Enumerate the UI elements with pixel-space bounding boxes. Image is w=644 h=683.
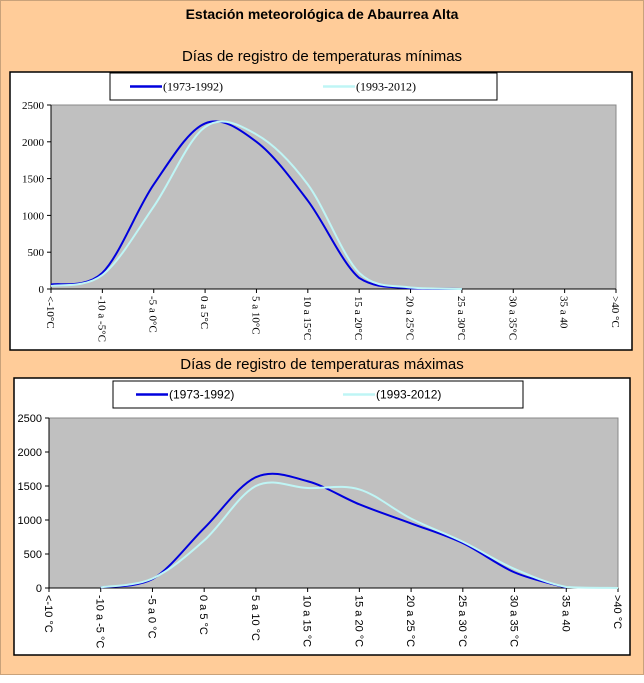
x-tick-label: 15 a 20°C xyxy=(352,296,364,340)
legend-box xyxy=(112,380,524,409)
x-tick-label: 15 a 20 °C xyxy=(352,595,364,647)
x-tick-label: >40 °C xyxy=(611,595,623,629)
x-tick-label: 20 a 25°C xyxy=(404,296,416,340)
x-tick-label: 0 a 5 °C xyxy=(197,595,209,635)
y-tick-label: 2500 xyxy=(22,100,45,112)
x-tick-label: 5 a 10°C xyxy=(249,296,261,335)
x-tick-label: -10 a -5°C xyxy=(95,296,107,342)
y-tick-label: 1000 xyxy=(18,515,42,527)
y-tick-label: 500 xyxy=(28,247,45,259)
y-tick-label: 500 xyxy=(24,549,42,561)
y-tick-label: 1000 xyxy=(22,210,45,222)
y-tick-label: 2500 xyxy=(18,413,42,425)
x-tick-label: -5 a 0°C xyxy=(147,296,159,333)
x-tick-label: 30 a 35 °C xyxy=(508,595,520,647)
x-tick-label: 25 a 30 °C xyxy=(456,595,468,647)
legend-label: (1993-2012) xyxy=(376,388,441,402)
x-tick-label: 5 a 10 °C xyxy=(249,595,261,641)
x-tick-label: <-10 °C xyxy=(42,595,54,633)
legend-label: (1993-2012) xyxy=(356,80,416,94)
x-tick-label: <-10°C xyxy=(44,296,56,329)
plot-area xyxy=(50,104,617,290)
legend-label: (1973-1992) xyxy=(169,388,234,402)
legend-label: (1973-1992) xyxy=(163,80,223,94)
x-tick-label: 35 a 40 xyxy=(559,595,571,632)
chart-title-min: Días de registro de temperaturas mínimas xyxy=(181,48,463,65)
y-tick-label: 0 xyxy=(36,583,42,595)
x-tick-label: 25 a 30°C xyxy=(455,296,467,340)
x-tick-label: -10 a -5 °C xyxy=(94,595,106,648)
x-tick-label: >40 °C xyxy=(609,296,621,328)
series-line-1 xyxy=(100,472,567,589)
y-tick-label: 2000 xyxy=(18,447,42,459)
x-tick-label: 10 a 15 °C xyxy=(301,595,313,647)
x-tick-label: -5 a 0 °C xyxy=(145,595,157,639)
y-tick-label: 0 xyxy=(39,284,45,296)
y-tick-label: 1500 xyxy=(22,174,45,186)
plot-area xyxy=(48,417,619,589)
page-title: Estación meteorológica de Abaurrea Alta xyxy=(185,6,459,22)
x-tick-label: 10 a 15°C xyxy=(301,296,313,340)
chart-title-max: Días de registro de temperaturas máximas xyxy=(180,356,464,373)
x-tick-label: 35 a 40 xyxy=(558,296,570,329)
legend-box xyxy=(109,72,498,101)
y-tick-label: 1500 xyxy=(18,481,42,493)
x-tick-label: 20 a 25 °C xyxy=(404,595,416,647)
y-tick-label: 2000 xyxy=(22,137,45,149)
x-tick-label: 0 a 5°C xyxy=(198,296,210,329)
x-tick-label: 30 a 35°C xyxy=(506,296,518,340)
